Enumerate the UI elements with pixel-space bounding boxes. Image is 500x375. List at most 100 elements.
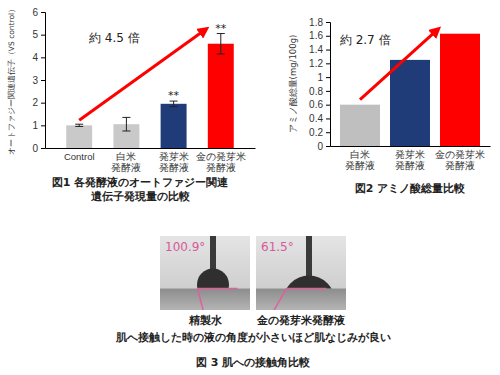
y-tick-mark [326,77,330,78]
x-tick-label: 発芽米発酵液 [159,151,189,173]
photo-background [160,236,250,310]
y-tick: 4 [32,52,45,63]
bar [340,105,380,146]
y-tick-mark [41,80,45,81]
chart-title: 図2 アミノ酸総量比較 [355,182,466,195]
y-tick-label: 2 [32,97,38,108]
plot-area [66,34,234,148]
y-tick-label: 0 [32,143,38,154]
y-tick-mark [326,91,330,92]
y-tick: 1 [32,120,45,131]
y-tick-mark [326,50,330,51]
y-tick: 0.2 [309,127,330,138]
angle-base-line [198,288,238,290]
y-tick-mark [41,103,45,104]
y-tick: 1 [317,72,330,83]
y-axis: 0 1 2 3 4 5 6 [32,7,45,154]
y-tick: 1.6 [309,30,330,41]
error-cap [75,126,83,127]
y-tick: 0.6 [309,99,330,110]
x-axis: Control 白米発酵液発芽米発酵液金の発芽米発酵液 [46,148,256,173]
y-tick-label: 1.6 [309,30,323,41]
angle-label: 100.9° [165,240,205,254]
y-axis-title: アミノ酸総量(mg/100g) [288,35,298,134]
y-tick-label: 6 [32,7,38,18]
angle-label: 61.5° [261,240,294,254]
annotation: 約 2.7 倍 [340,33,391,47]
x-tick: Control [64,148,95,162]
y-tick-label: 5 [32,29,38,40]
x-tick-label: 金の発芽米発酵液 [196,151,246,173]
y-tick-mark [326,105,330,106]
x-tick: 金の発芽米発酵液 [435,146,485,171]
y-axis-line [41,13,46,149]
x-tick-label: 金の発芽米発酵液 [435,149,485,171]
error-cap [122,117,130,118]
angle-tangent-line [268,289,286,310]
error-bar [122,117,130,131]
y-tick-mark [326,132,330,133]
photo-background [256,236,346,310]
x-tick-label: 白米発酵液 [345,149,375,171]
y-tick-label: 0 [317,141,323,152]
significance-label: ** [215,22,227,35]
canvas: 0123456Control白米発酵液発芽米発酵液金の発芽米発酵液****約 4… [0,0,500,375]
significance-label: ** [168,89,180,102]
x-tick: 白米発酵液 [111,148,141,173]
y-tick-mark [326,36,330,37]
y-tick: 1.2 [309,58,330,69]
y-tick-label: 0.4 [309,113,323,124]
needle [210,236,216,271]
y-tick-mark [41,148,45,149]
error-stem [220,34,221,54]
annotation: 約 4.5 倍 [89,31,140,45]
photo-label: 精製水 [188,314,223,326]
needle [306,236,312,278]
error-cap [75,124,83,125]
y-axis-line [326,23,331,147]
y-tick-mark [326,22,330,23]
bar [66,125,92,148]
trend-arrow [79,30,205,121]
y-tick-mark [41,125,45,126]
chart: 0 1 2 3 4 5 6 Control 白米発酵液発芽米発酵液金の発芽米発酵液 ** ** 約 4… [32,7,255,173]
error-cap [122,131,130,132]
y-tick: 0.4 [309,113,330,124]
figure-note: 肌へ接触した時の液の角度が小さいほど肌なじみが良い [115,331,391,344]
y-axis-title: オートファジー関連遺伝子（VS control） [7,5,16,155]
x-tick-label: 発芽米発酵液 [395,149,425,171]
droplet [283,276,335,289]
y-tick-label: 3 [32,75,38,86]
y-tick: 0 [317,141,330,152]
y-tick-label: 0.2 [309,127,323,138]
y-axis: 0 0.2 0.4 0.6 0.8 1 1.2 1.4 1.6 1.8 [309,17,330,152]
error-cap [170,106,178,107]
x-tick: 金の発芽米発酵液 [196,148,246,173]
x-tick: 白米発酵液 [345,146,375,171]
x-tick-label: Control [64,151,95,162]
chart-title: 図1 各発酵液のオートファジー関連遺伝子発現量の比較 [52,176,229,203]
y-tick: 3 [32,75,45,86]
y-tick-mark [326,63,330,64]
figure-caption: 図 3 肌への接触角比較 [196,356,311,369]
contact-photo: 100.9° [160,236,250,323]
y-tick-mark [326,118,330,119]
y-tick-label: 1 [317,72,323,83]
x-axis-line [331,146,491,147]
photo-label: 金の発芽米発酵液 [256,314,346,326]
bar [208,44,234,148]
angle-base-line [286,288,326,290]
bar [440,34,480,146]
y-tick-label: 0.6 [309,99,323,110]
droplet [197,269,229,289]
y-tick: 1.4 [309,44,330,55]
photo-area [160,236,250,310]
x-axis: 白米発酵液発芽米発酵液金の発芽米発酵液 [331,146,491,171]
contact-photo: 61.5° [256,236,346,328]
y-tick-label: 1.2 [309,58,323,69]
y-tick: 0.8 [309,86,330,97]
x-tick: 発芽米発酵液 [395,146,425,171]
y-tick: 1.8 [309,17,330,28]
y-tick: 2 [32,97,45,108]
angle-tangent-line [198,289,207,310]
